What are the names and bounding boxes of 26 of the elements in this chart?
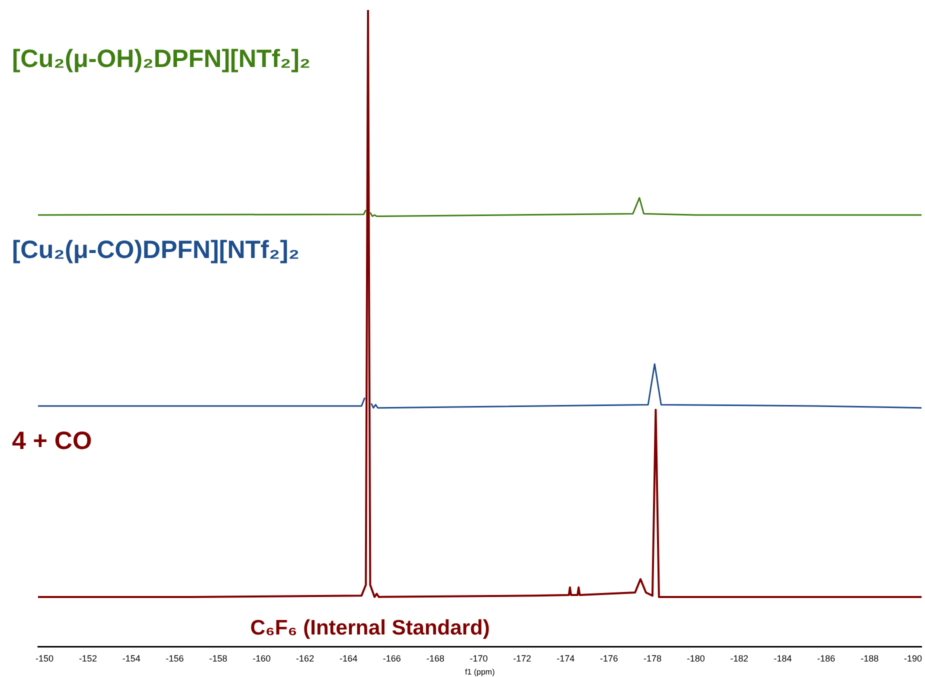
x-tick-label: -178 bbox=[643, 653, 662, 664]
x-tick-label: -172 bbox=[513, 653, 532, 664]
x-tick-label: -166 bbox=[382, 653, 401, 664]
x-tick-label: -164 bbox=[339, 653, 358, 664]
x-tick-label: -176 bbox=[600, 653, 618, 664]
x-tick-label: -156 bbox=[166, 653, 184, 664]
x-tick-label: -174 bbox=[556, 653, 575, 664]
text: [Cu₂(μ-CO)DPFN][NTf₂]₂ bbox=[12, 236, 300, 264]
text: [Cu₂(μ-OH)₂DPFN][NTf₂]₂ bbox=[12, 44, 311, 73]
x-tick-label: -168 bbox=[426, 653, 444, 664]
x-tick-label: -160 bbox=[252, 653, 271, 664]
x-tick-label: -170 bbox=[470, 653, 488, 664]
text: 4 + CO bbox=[12, 426, 92, 455]
x-tick-label: -184 bbox=[774, 653, 792, 664]
x-tick-label: -150 bbox=[36, 653, 54, 664]
x-tick-label: -186 bbox=[817, 653, 836, 664]
x-tick-label: -162 bbox=[296, 653, 314, 664]
x-tick-label: -182 bbox=[730, 653, 748, 664]
x-tick-label: -152 bbox=[78, 653, 97, 664]
x-tick-label: -158 bbox=[209, 653, 228, 664]
x-tick-label: -188 bbox=[860, 653, 879, 664]
x-tick-label: -190 bbox=[904, 653, 922, 664]
x-tick-label: -154 bbox=[122, 653, 140, 664]
x-axis-title: f1 (ppm) bbox=[464, 667, 496, 676]
annotation: C₆F₆ (Internal Standard) bbox=[250, 616, 490, 640]
x-tick-label: -180 bbox=[686, 653, 705, 664]
